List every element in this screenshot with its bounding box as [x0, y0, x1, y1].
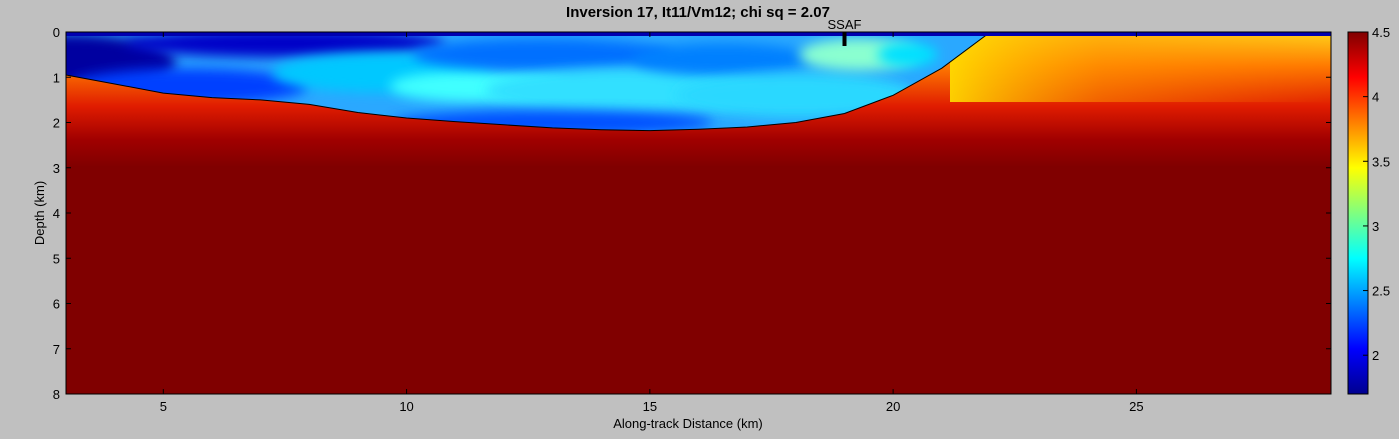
- y-tick-label: 7: [53, 342, 60, 357]
- x-tick-label: 15: [643, 399, 657, 414]
- basin-texture-patch: [878, 43, 938, 67]
- surface-layer: [66, 32, 1331, 36]
- colorbar-tick-label: 4.5: [1372, 25, 1390, 40]
- y-tick-label: 3: [53, 161, 60, 176]
- colorbar-tick-label: 4: [1372, 90, 1379, 105]
- y-tick-label: 4: [53, 206, 60, 221]
- chart-title: Inversion 17, It11/Vm12; chi sq = 2.07: [566, 4, 830, 21]
- y-tick-label: 8: [53, 387, 60, 402]
- x-tick-label: 20: [886, 399, 900, 414]
- x-axis-label: Along-track Distance (km): [613, 416, 763, 431]
- colorbar: [1348, 32, 1368, 394]
- x-tick-label: 10: [399, 399, 413, 414]
- x-tick-label: 25: [1129, 399, 1143, 414]
- colorbar-tick-label: 2.5: [1372, 284, 1390, 299]
- colorbar-tick-label: 2: [1372, 348, 1379, 363]
- x-tick-label: 5: [160, 399, 167, 414]
- colorbar-tick-label: 3: [1372, 219, 1379, 234]
- eastern-shallow-zone: [950, 32, 1331, 102]
- y-tick-label: 6: [53, 297, 60, 312]
- y-tick-label: 0: [53, 25, 60, 40]
- ssaf-label: SSAF: [828, 17, 862, 32]
- ssaf-fault-marker: [843, 32, 847, 46]
- basin-texture-patch: [413, 39, 673, 71]
- plot-area: [0, 29, 1331, 394]
- y-tick-label: 2: [53, 116, 60, 131]
- y-tick-label: 5: [53, 251, 60, 266]
- basin-texture-patch: [633, 43, 813, 75]
- colorbar-tick-label: 3.5: [1372, 154, 1390, 169]
- y-axis-label: Depth (km): [32, 181, 47, 245]
- y-tick-label: 1: [53, 70, 60, 85]
